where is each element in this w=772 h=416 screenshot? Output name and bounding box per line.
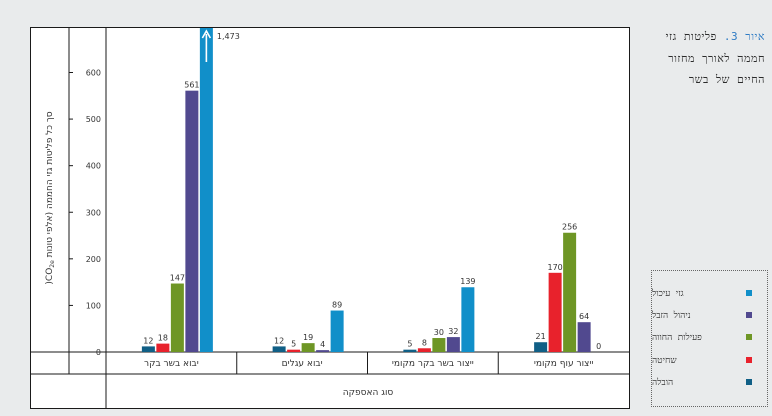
bar	[170, 283, 184, 352]
y-tick-label: 300	[86, 208, 101, 217]
legend-label: גזי עיכול	[652, 288, 684, 299]
x-axis-title: סוג האספקה	[343, 388, 394, 398]
bar	[185, 90, 199, 353]
y-axis-title: )CO2e סך כל פליטות גזי החממה (אלפי טונות	[45, 111, 56, 284]
bar	[548, 272, 562, 352]
bar	[403, 349, 417, 352]
bar	[301, 343, 315, 352]
y-tick-label: 100	[86, 301, 101, 310]
svg-text:)CO2e סך כל פליטות גזי החממה (: )CO2e סך כל פליטות גזי החממה (אלפי טונות	[45, 111, 56, 284]
legend-label: שחיטה	[652, 355, 677, 366]
data-label: 18	[158, 334, 168, 343]
legend: גזי עיכול ניהול הזבל פעילות החווה שחיטה …	[651, 270, 768, 407]
bar	[432, 338, 446, 352]
data-label: 0	[596, 342, 601, 351]
data-label: 139	[460, 277, 475, 286]
data-label: 12	[143, 336, 153, 345]
data-label: 89	[332, 301, 342, 310]
chart-panel: 0 100 200 300 400 500 600 12 18 147 561 1,473 12 5 19…	[30, 27, 630, 409]
legend-label: פעילות החווה	[652, 332, 702, 343]
y-tick-label: 600	[86, 69, 101, 78]
data-label: 170	[547, 263, 562, 272]
bar	[156, 343, 170, 352]
legend-swatch	[746, 334, 752, 340]
category-label: יבוא עגלים	[282, 359, 323, 369]
y-axis-title-co2: CO	[45, 268, 55, 281]
category-label: ייצור בשר בקר מקומי	[392, 359, 474, 369]
x-category-labels: יבוא בשר בקר יבוא עגלים ייצור בשר בקר מקומ…	[144, 359, 593, 369]
bar	[199, 28, 213, 352]
y-ticks: 0 100 200 300 400 500 600	[69, 69, 101, 357]
bar	[272, 346, 286, 352]
bar	[316, 350, 330, 352]
bar	[417, 348, 431, 352]
y-axis-title-paren: )	[45, 281, 55, 285]
data-label: 1,473	[217, 32, 240, 41]
bar	[577, 322, 591, 352]
arrow-head	[201, 29, 212, 39]
legend-item: שחיטה	[652, 353, 762, 367]
data-label: 32	[448, 327, 458, 336]
legend-swatch	[746, 290, 752, 296]
bar	[446, 337, 460, 352]
y-tick-label: 200	[86, 255, 101, 264]
bar	[563, 232, 577, 352]
figure-caption: איור 3. פליטות גזי חממה לאורך מחזור החיי…	[640, 26, 765, 91]
bar	[287, 349, 301, 352]
data-label: 256	[562, 223, 577, 232]
bar	[461, 287, 475, 352]
data-label: 4	[320, 340, 325, 349]
legend-item: ניהול הזבל	[652, 308, 762, 322]
legend-label: ניהול הזבל	[652, 310, 691, 321]
legend-label: הובלה	[652, 377, 674, 388]
data-labels: 12 18 147 561 1,473 12 5 19 4 89 5 8 30 32 139 21 170 256…	[143, 32, 601, 351]
legend-swatch	[746, 357, 752, 363]
legend-item: הובלה	[652, 375, 762, 389]
data-label: 8	[422, 338, 427, 347]
y-tick-label: 400	[86, 162, 101, 171]
legend-swatch	[746, 379, 752, 385]
legend-item: גזי עיכול	[652, 286, 762, 300]
caption-text: פליטות גזי חממה לאורך מחזור החיים של בשר	[665, 30, 765, 86]
legend-item: פעילות החווה	[652, 330, 762, 344]
legend-swatch	[746, 312, 752, 318]
y-tick-label: 0	[96, 348, 101, 357]
data-label: 5	[291, 340, 296, 349]
data-label: 561	[184, 81, 199, 90]
figure-label: איור 3.	[723, 30, 765, 43]
data-label: 12	[274, 336, 284, 345]
bar	[141, 346, 155, 352]
bar	[330, 310, 344, 352]
overflow-arrow-icon	[201, 29, 212, 62]
data-label: 5	[407, 340, 412, 349]
category-label: ייצור עוף מקומי	[534, 359, 594, 369]
category-dividers	[236, 352, 499, 374]
data-label: 19	[303, 333, 313, 342]
bars	[141, 28, 591, 353]
data-label: 30	[434, 328, 444, 337]
data-label: 21	[536, 332, 546, 341]
data-label: 147	[170, 274, 185, 283]
bar	[534, 342, 548, 352]
data-label: 64	[579, 312, 589, 321]
category-label: יבוא בשר בקר	[144, 359, 199, 369]
y-axis-title-subscript: 2e	[49, 260, 56, 268]
y-axis-title-text: סך כל פליטות גזי החממה (אלפי טונות	[45, 111, 55, 257]
y-tick-label: 500	[86, 115, 101, 124]
